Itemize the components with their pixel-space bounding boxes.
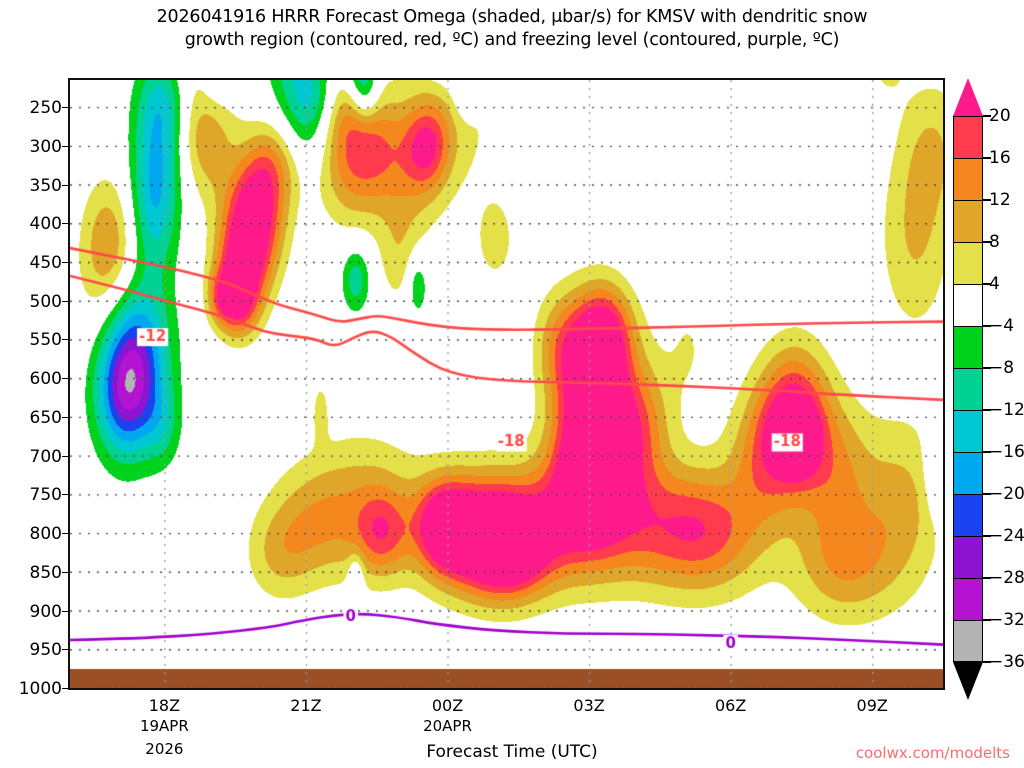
y-axis-tick-label: 250 — [29, 98, 62, 119]
y-axis-tick-label: 850 — [29, 562, 62, 583]
y-axis-tick-label: 450 — [29, 253, 62, 273]
colorbar-tick-label: −4 — [989, 316, 1015, 336]
colorbar-tick-label: −12 — [989, 400, 1024, 420]
colorbar-tick-mark — [983, 325, 991, 327]
colorbar-tick-label: 20 — [989, 106, 1011, 126]
y-axis-tick-mark — [62, 649, 68, 651]
colorbar-tick-mark — [983, 283, 991, 285]
y-axis-tick-label: 950 — [29, 640, 62, 661]
watermark: coolwx.com/modelts — [855, 744, 1010, 762]
colorbar-band — [953, 536, 983, 578]
y-axis-tick-mark — [62, 262, 68, 263]
colorbar-band — [953, 326, 983, 368]
y-axis-tick-mark — [62, 455, 68, 457]
y-axis-tick-label: 700 — [29, 446, 62, 467]
y-axis-tick-label: 800 — [29, 524, 62, 545]
colorbar-tick-mark — [983, 493, 991, 495]
chart-title-line1: 2026041916 HRRR Forecast Omega (shaded, … — [156, 7, 868, 27]
colorbar: 20 16 12 8 4 −4 −8 −12 −16 −20 −24 −28 −32 −36 — [953, 78, 1024, 700]
colorbar-tick-label: 16 — [989, 148, 1011, 168]
colorbar-tick-label: −24 — [989, 526, 1024, 546]
x-axis-tick-label: 18Z — [148, 696, 181, 715]
y-axis-tick-label: 600 — [29, 369, 62, 390]
colorbar-tick-label: −32 — [989, 610, 1024, 630]
colorbar-band — [953, 578, 983, 620]
colorbar-tick-label: −36 — [989, 652, 1024, 672]
x-axis-year-label: 2026 — [145, 740, 184, 758]
chart-title: 2026041916 HRRR Forecast Omega (shaded, … — [0, 6, 1024, 52]
colorbar-band — [953, 200, 983, 242]
colorbar-tick-mark — [983, 409, 991, 411]
colorbar-tick-mark — [983, 115, 991, 117]
y-axis-tick-label: 900 — [29, 601, 62, 622]
x-axis-tick-label: 09Z — [856, 696, 888, 715]
y-axis-tick-label: 750 — [29, 485, 62, 506]
colorbar-tick-mark — [983, 367, 991, 369]
y-axis-tick-mark — [62, 339, 68, 341]
y-axis-tick-mark — [62, 184, 68, 186]
colorbar-tick-mark — [983, 157, 991, 159]
colorbar-tick-mark — [983, 241, 991, 243]
y-axis-tick-mark — [62, 223, 68, 225]
y-axis-tick-label: 300 — [29, 136, 62, 157]
colorbar-tick-label: 4 — [989, 274, 1000, 294]
x-axis-tick-label: 03Z — [573, 696, 605, 715]
x-axis-date-label: 20APR — [423, 717, 472, 735]
colorbar-tick-mark — [983, 577, 991, 579]
colorbar-band — [953, 494, 983, 536]
colorbar-band — [953, 410, 983, 452]
colorbar-tick-label: −20 — [989, 484, 1024, 504]
x-axis-tick-label: 00Z — [431, 696, 464, 715]
x-axis-tick-label: 06Z — [714, 696, 747, 715]
chart-title-line2: growth region (contoured, red, ºC) and f… — [184, 30, 840, 50]
colorbar-tick-label: −8 — [989, 358, 1015, 378]
colorbar-tick-mark — [983, 451, 991, 453]
colorbar-band — [953, 368, 983, 410]
y-axis-tick-mark — [62, 416, 68, 418]
colorbar-tick-label: 8 — [989, 232, 1000, 252]
x-axis-tick-label: 21Z — [290, 696, 322, 715]
y-axis-tick-label: 650 — [29, 407, 62, 428]
colorbar-extend-top-arrow — [953, 78, 983, 116]
colorbar-tick-label: −28 — [989, 568, 1024, 588]
colorbar-band — [953, 158, 983, 200]
colorbar-band — [953, 620, 983, 662]
colorbar-tick-label: −16 — [989, 442, 1024, 462]
colorbar-band — [953, 452, 983, 494]
y-axis-tick-mark — [62, 494, 68, 496]
y-axis-tick-mark — [62, 145, 68, 147]
y-axis-tick-label: 400 — [29, 214, 62, 235]
colorbar-band — [953, 116, 983, 158]
colorbar-extend-bottom-arrow — [953, 662, 983, 700]
x-axis-date-label: 19APR — [139, 717, 189, 735]
colorbar-band — [953, 242, 983, 284]
colorbar-tick-mark — [983, 199, 991, 201]
colorbar-tick-mark — [983, 661, 991, 663]
colorbar-tick-mark — [983, 619, 991, 621]
y-axis-tick-mark — [62, 300, 68, 302]
y-axis-tick-label: 350 — [29, 175, 62, 196]
x-axis-title: Forecast Time (UTC) — [426, 742, 598, 762]
omega-contour-fill — [70, 80, 943, 688]
y-axis-tick-mark — [62, 533, 68, 535]
y-axis-tick-mark — [62, 107, 68, 109]
y-axis-tick-mark — [62, 610, 68, 612]
y-axis-tick-label: 1000 — [18, 679, 62, 699]
y-axis-tick-label: 550 — [29, 330, 62, 351]
plot-area — [68, 78, 945, 690]
y-axis-tick-mark — [62, 688, 68, 689]
colorbar-tick-mark — [983, 535, 991, 537]
y-axis-tick-label: 500 — [29, 291, 62, 312]
colorbar-band — [953, 284, 983, 326]
y-axis-tick-mark — [62, 378, 68, 380]
omega-shading-canvas — [70, 80, 943, 688]
y-axis-tick-mark — [62, 571, 68, 573]
colorbar-tick-label: 12 — [989, 190, 1011, 210]
